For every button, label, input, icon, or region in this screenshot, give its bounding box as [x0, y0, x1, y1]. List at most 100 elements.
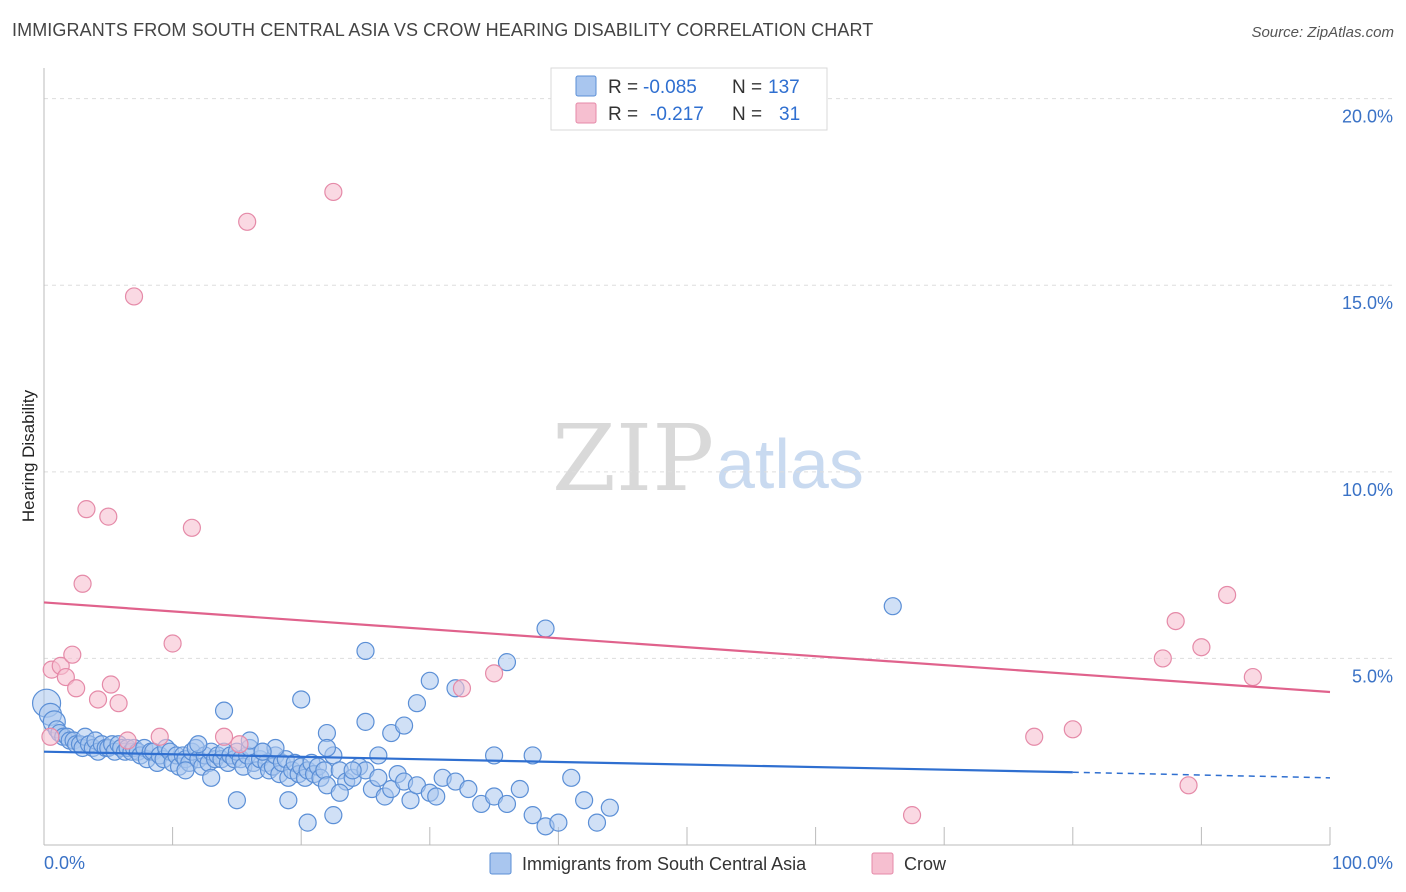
y-tick-label: 20.0% — [1342, 107, 1393, 127]
data-point-blue — [459, 779, 478, 799]
legend-box — [550, 67, 828, 131]
legend-r-label-pink: R = — [608, 104, 638, 125]
gridlines — [44, 98, 1392, 659]
trend-lines — [43, 601, 1331, 779]
data-point-pink — [485, 664, 504, 683]
data-point-pink — [1166, 611, 1185, 631]
data-point-pink — [41, 727, 60, 746]
data-point-pink — [124, 287, 144, 306]
data-point-blue — [330, 783, 349, 802]
data-point-blue — [587, 813, 607, 832]
data-point-blue — [324, 806, 343, 825]
y-tick-label: 5.0% — [1352, 666, 1393, 686]
legend-n-label-pink: N = — [732, 104, 762, 125]
data-point-pink — [73, 574, 92, 593]
bottom-legend-swatch-pink — [871, 852, 894, 875]
data-point-blue — [536, 619, 555, 638]
data-point-pink — [88, 690, 108, 709]
data-point-pink — [63, 645, 82, 664]
series-legend: Immigrants from South Central Asia Crow — [489, 852, 947, 875]
data-point-blue — [292, 690, 311, 709]
data-point-blue — [562, 768, 581, 787]
chart-title: IMMIGRANTS FROM SOUTH CENTRAL ASIA VS CR… — [12, 20, 874, 40]
legend-r-value-pink: -0.217 — [650, 104, 704, 125]
legend-n-value-blue: 137 — [768, 77, 800, 98]
data-point-pink — [1025, 727, 1044, 746]
data-point-blue — [600, 798, 619, 817]
data-point-pink — [109, 694, 128, 713]
data-point-blue — [523, 806, 542, 825]
legend-r-label-blue: R = — [608, 77, 638, 98]
bottom-legend-swatch-blue — [489, 852, 512, 875]
data-point-blue — [214, 701, 234, 720]
data-point-blue — [407, 694, 427, 713]
chart-source: Source: ZipAtlas.com — [1251, 24, 1394, 41]
data-point-pink — [1192, 638, 1211, 657]
y-tick-label: 10.0% — [1342, 480, 1393, 500]
data-point-pink — [214, 727, 234, 746]
watermark: ZIP atlas — [552, 405, 864, 512]
trend-line-blue-extension — [1072, 771, 1331, 779]
bottom-legend-label-pink: Crow — [904, 854, 947, 874]
data-point-pink — [182, 518, 201, 537]
legend-swatch-pink — [575, 102, 597, 124]
data-point-pink — [150, 727, 169, 746]
data-point-blue — [369, 768, 388, 787]
data-point-blue — [497, 794, 517, 814]
data-point-pink — [1243, 667, 1262, 687]
data-point-pink — [452, 679, 472, 698]
data-point-blue — [315, 761, 334, 780]
data-point-pink — [118, 731, 137, 750]
data-point-blue — [317, 738, 337, 758]
trend-line-pink — [43, 601, 1331, 694]
data-point-pink — [1153, 649, 1172, 668]
series-crow — [41, 182, 1262, 825]
data-point-blue — [883, 597, 902, 616]
data-point-blue — [369, 746, 388, 765]
legend-swatch-blue — [575, 75, 597, 97]
legend-n-value-pink: 31 — [779, 104, 800, 125]
data-point-blue — [575, 791, 594, 810]
data-point-pink — [77, 500, 96, 519]
data-point-pink — [101, 675, 120, 694]
data-point-blue — [227, 791, 246, 810]
data-point-blue — [510, 779, 529, 799]
data-point-pink — [56, 667, 75, 687]
data-point-blue — [427, 787, 446, 806]
data-point-pink — [1063, 720, 1082, 739]
bottom-legend-label-blue: Immigrants from South Central Asia — [522, 854, 807, 874]
data-point-blue — [523, 746, 542, 765]
data-point-blue — [279, 791, 298, 810]
data-point-blue — [253, 742, 272, 761]
data-point-pink — [163, 634, 182, 653]
data-point-pink — [324, 182, 343, 202]
data-point-blue — [420, 671, 439, 690]
data-point-blue — [298, 813, 317, 832]
y-tick-label: 15.0% — [1342, 293, 1393, 313]
data-point-pink — [238, 212, 257, 231]
data-point-pink — [1179, 776, 1198, 795]
data-point-blue — [497, 653, 517, 672]
watermark-zip: ZIP — [552, 405, 714, 512]
data-point-pink — [230, 735, 249, 754]
series-immigrants-south-central-asia — [31, 597, 902, 836]
y-axis-label: Hearing Disability — [19, 389, 38, 522]
data-point-blue — [356, 712, 375, 731]
data-point-blue — [356, 641, 375, 661]
data-point-blue — [394, 716, 414, 735]
data-point-blue — [343, 761, 362, 780]
x-tick-label-min: 0.0% — [44, 853, 85, 873]
legend-r-value-blue: -0.085 — [643, 77, 697, 98]
data-point-pink — [1218, 585, 1237, 605]
data-point-blue — [176, 761, 195, 780]
y-tick-labels: 5.0% 10.0% 15.0% 20.0% — [1342, 107, 1393, 687]
data-point-pink — [99, 507, 118, 526]
correlation-legend: R = -0.085 N = 137 R = -0.217 N = 31 — [550, 67, 828, 131]
trend-line-blue — [43, 750, 1073, 774]
data-point-pink — [67, 679, 86, 698]
x-tick-label-max: 100.0% — [1332, 853, 1393, 873]
legend-n-label-blue: N = — [732, 77, 762, 98]
data-point-blue — [202, 768, 221, 787]
data-point-pink — [902, 806, 922, 825]
